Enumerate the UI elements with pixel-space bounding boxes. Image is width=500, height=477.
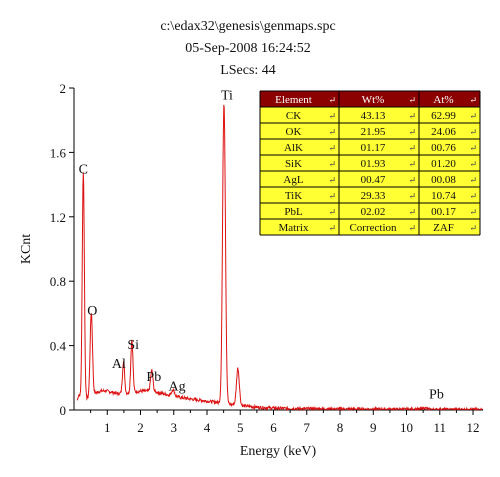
return-arrow-icon: ↵: [328, 207, 336, 217]
table-cell: 24.06: [431, 126, 456, 138]
table-cell: 62.99: [431, 110, 456, 122]
return-arrow-icon: ↵: [328, 175, 336, 185]
return-arrow-icon: ↵: [408, 159, 416, 169]
x-tick-label: 5: [237, 420, 244, 435]
table-cell: AgL: [283, 174, 303, 186]
x-axis-label: Energy (keV): [240, 444, 317, 459]
table-cell: PbL: [284, 206, 303, 218]
return-arrow-icon: ↵: [469, 223, 477, 233]
table-cell: 21.95: [361, 126, 386, 138]
x-tick-label: 2: [137, 420, 144, 435]
return-arrow-icon: ↵: [408, 223, 416, 233]
table-cell: 01.17: [361, 142, 386, 154]
x-tick-label: 4: [204, 420, 211, 435]
return-arrow-icon: ↵: [408, 175, 416, 185]
return-arrow-icon: ↵: [328, 95, 336, 105]
return-arrow-icon: ↵: [469, 175, 477, 185]
table-cell: ZAF: [433, 222, 454, 234]
peak-label: O: [87, 304, 97, 319]
y-tick-label: 0.4: [50, 339, 67, 354]
x-ticks: 1 2 3 4 5 6 7 8 9 10 11 12: [90, 410, 480, 435]
table-cell: 00.08: [431, 174, 456, 186]
return-arrow-icon: ↵: [328, 223, 336, 233]
peak-label: Pb: [429, 388, 444, 403]
y-tick-label: 1.6: [50, 145, 67, 160]
return-arrow-icon: ↵: [328, 127, 336, 137]
return-arrow-icon: ↵: [328, 111, 336, 121]
return-arrow-icon: ↵: [408, 127, 416, 137]
table-cell: 02.02: [361, 206, 386, 218]
x-tick-label: 3: [171, 420, 178, 435]
y-ticks: 0 0.4 0.8 1.2 1.6 2: [50, 81, 74, 418]
x-tick-label: 7: [304, 420, 311, 435]
return-arrow-icon: ↵: [469, 143, 477, 153]
peak-label: Al: [112, 357, 126, 372]
y-axis-label: KCnt: [19, 234, 34, 264]
table-cell: Correction: [349, 222, 397, 234]
x-tick-label: 10: [400, 420, 413, 435]
peak-label: Pb: [146, 370, 161, 385]
lsecs-title: LSecs: 44: [220, 63, 276, 78]
spectrum-line: [76, 104, 484, 412]
x-tick-label: 6: [270, 420, 277, 435]
peak-label: Si: [127, 338, 139, 353]
return-arrow-icon: ↵: [469, 159, 477, 169]
table-header-cell: Wt%: [362, 94, 385, 106]
x-tick-label: 8: [337, 420, 344, 435]
file-path-title: c:\edax32\genesis\genmaps.spc: [160, 19, 335, 34]
return-arrow-icon: ↵: [469, 191, 477, 201]
y-tick-label: 0: [60, 403, 67, 418]
return-arrow-icon: ↵: [328, 191, 336, 201]
return-arrow-icon: ↵: [408, 95, 416, 105]
table-cell: SiK: [285, 158, 302, 170]
y-tick-label: 1.2: [50, 210, 66, 225]
table-cell: CK: [286, 110, 301, 122]
return-arrow-icon: ↵: [328, 159, 336, 169]
return-arrow-icon: ↵: [469, 95, 477, 105]
table-cell: 01.93: [361, 158, 386, 170]
table-cell: AlK: [284, 142, 303, 154]
table-header-cell: At%: [433, 94, 453, 106]
return-arrow-icon: ↵: [408, 207, 416, 217]
return-arrow-icon: ↵: [408, 111, 416, 121]
x-tick-label: 9: [370, 420, 377, 435]
peak-label: Ti: [221, 88, 233, 103]
table-cell: TiK: [285, 190, 302, 202]
return-arrow-icon: ↵: [408, 191, 416, 201]
return-arrow-icon: ↵: [328, 143, 336, 153]
return-arrow-icon: ↵: [469, 111, 477, 121]
x-tick-label: 12: [467, 420, 480, 435]
table-cell: OK: [286, 126, 302, 138]
peak-label: C: [79, 162, 88, 177]
y-tick-label: 2: [60, 81, 67, 96]
table-cell: 00.47: [361, 174, 386, 186]
x-tick-label: 11: [434, 420, 447, 435]
table-cell: Matrix: [279, 222, 309, 234]
table-cell: 43.13: [361, 110, 386, 122]
composition-table: Element ↵ Wt% ↵ At% ↵ CK ↵ 43.13 ↵ 62.99 ↵ OK ↵ 21.95 ↵…: [259, 90, 481, 236]
table-cell: 00.76: [431, 142, 456, 154]
table-header-row: [260, 91, 480, 107]
y-tick-label: 0.8: [50, 274, 66, 289]
table-cell: 10.74: [431, 190, 456, 202]
table-header-cell: Element: [275, 94, 312, 106]
return-arrow-icon: ↵: [408, 143, 416, 153]
table-cell: 01.20: [431, 158, 456, 170]
return-arrow-icon: ↵: [469, 127, 477, 137]
datetime-title: 05-Sep-2008 16:24:52: [185, 41, 311, 56]
peak-label: Ag: [169, 380, 186, 395]
table-cell: 29.33: [361, 190, 386, 202]
table-cell: 00.17: [431, 206, 456, 218]
x-tick-label: 1: [104, 420, 111, 435]
return-arrow-icon: ↵: [469, 207, 477, 217]
